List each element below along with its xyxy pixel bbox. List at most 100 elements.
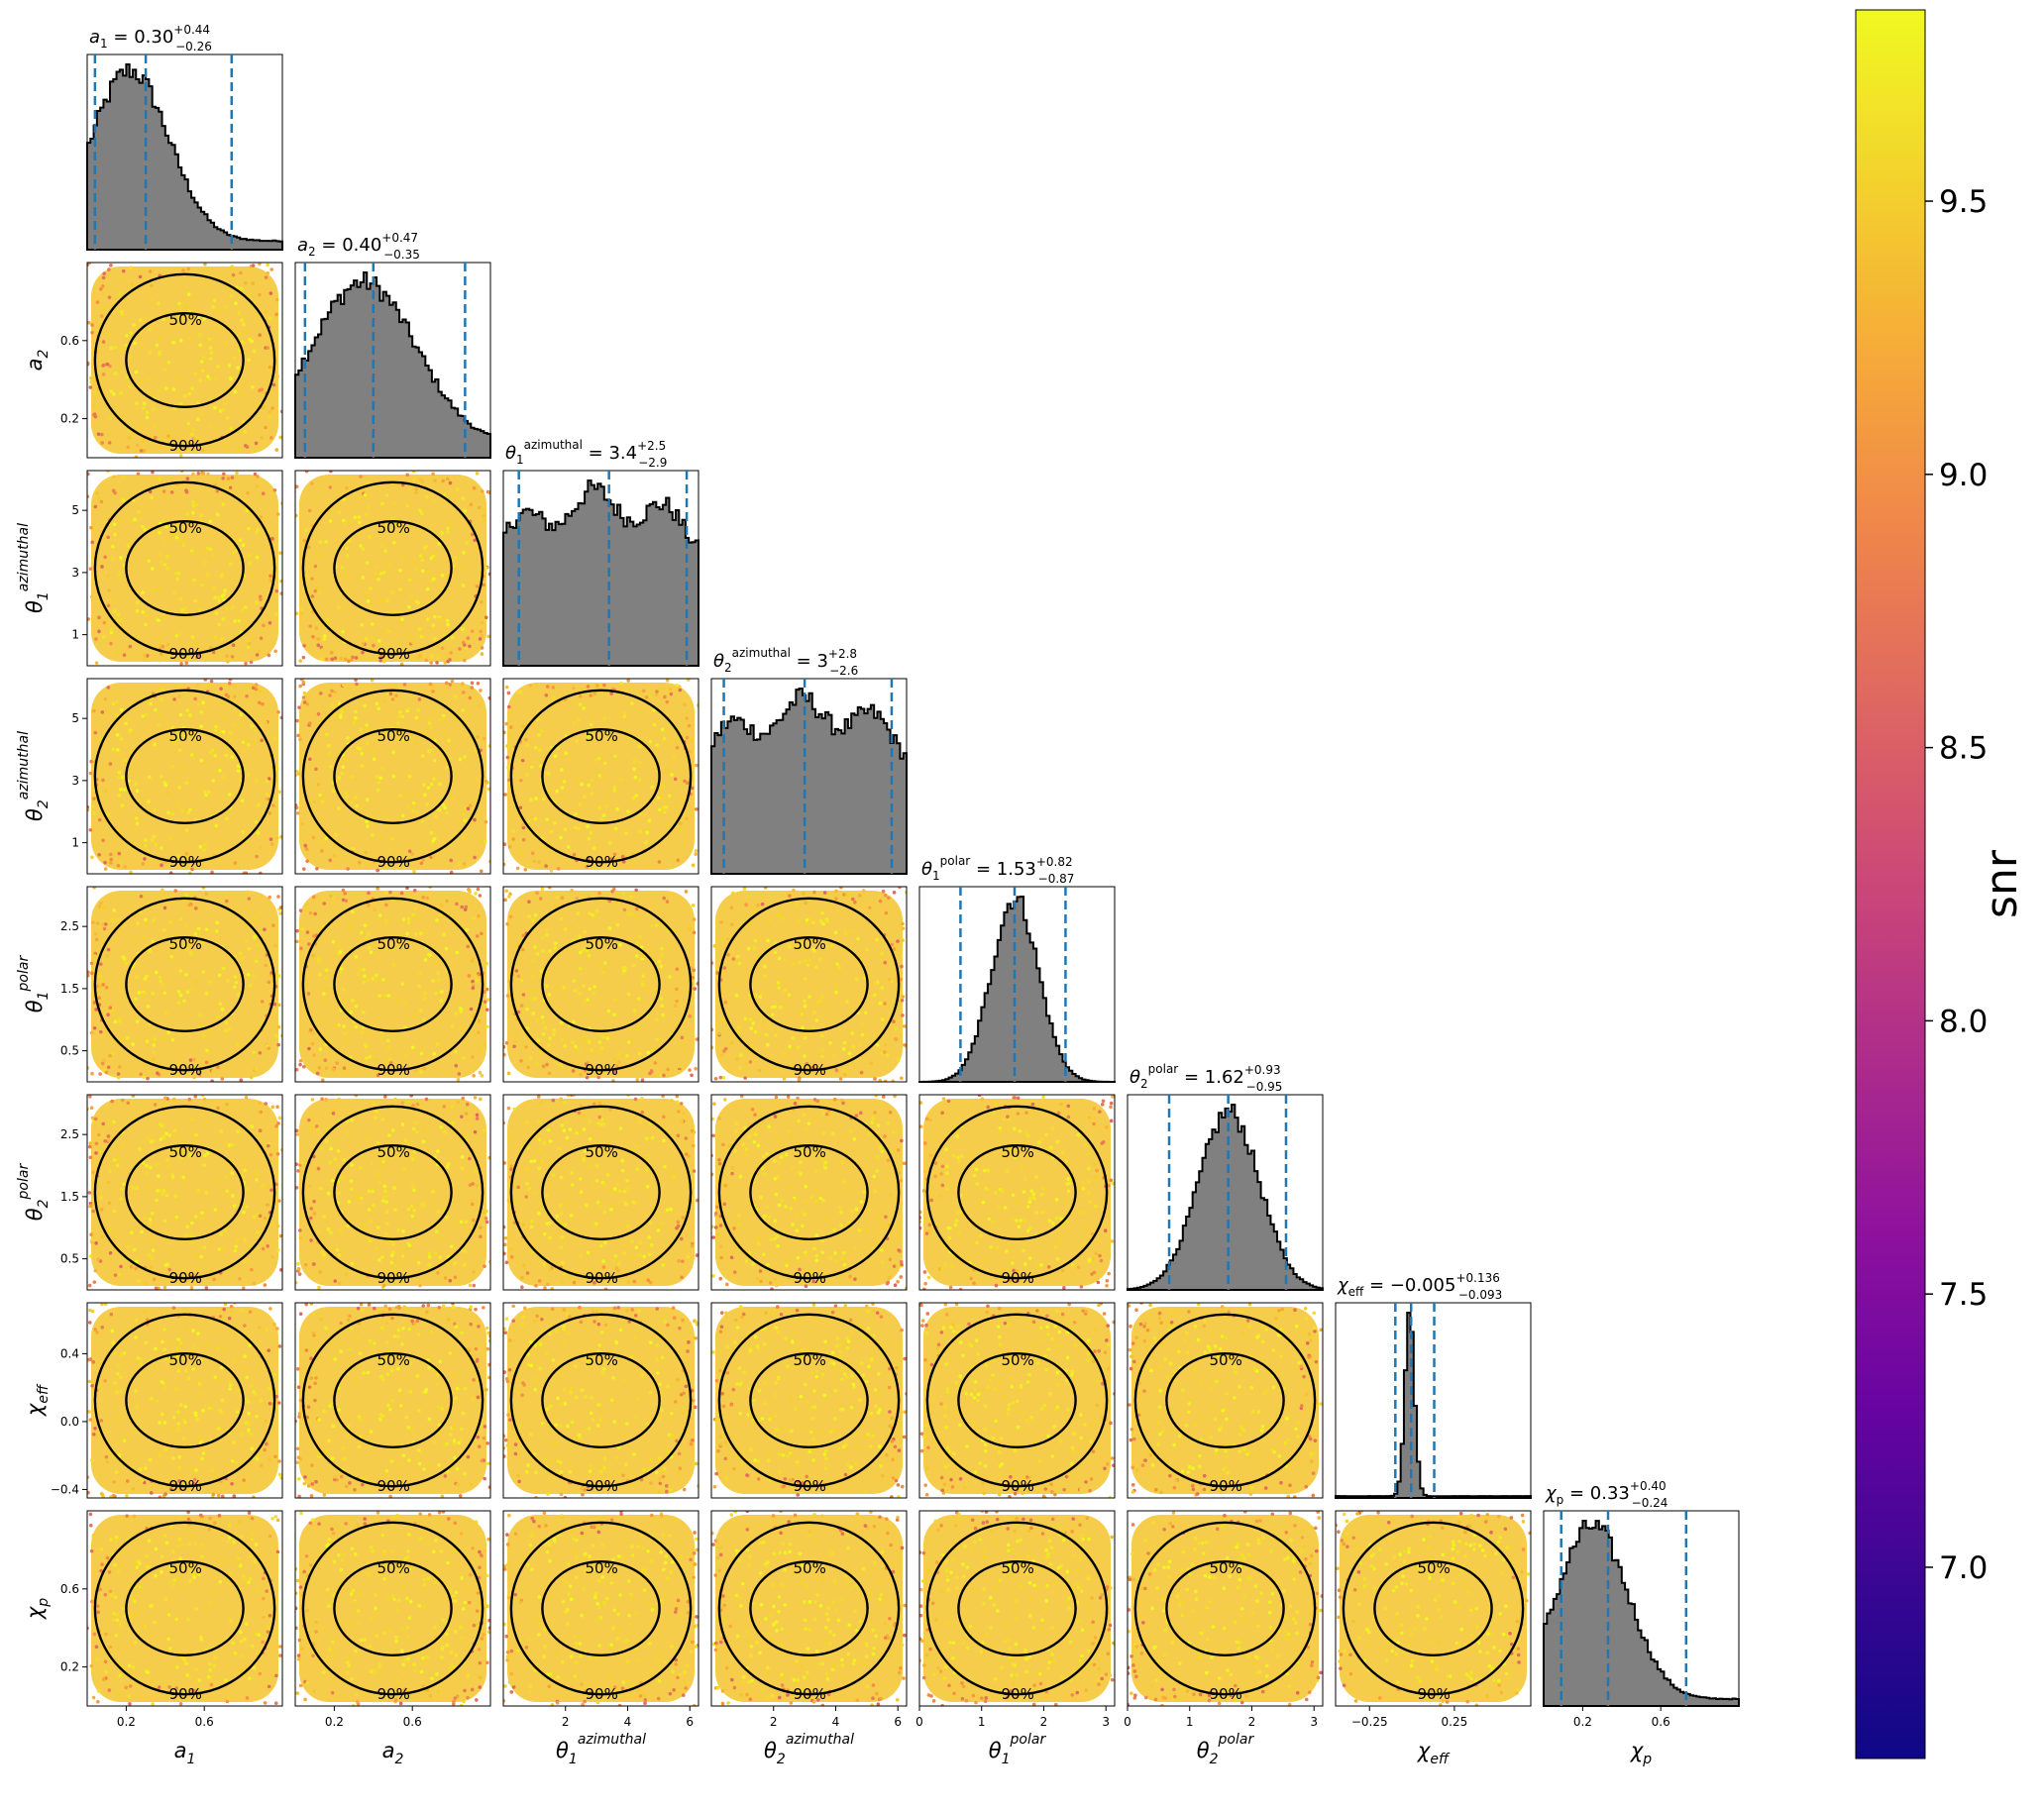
scatter-panel-a1-chi_eff: 90%50%	[86, 1301, 283, 1499]
contour-label-50: 50%	[169, 935, 202, 953]
contour-label-50: 50%	[1210, 1559, 1242, 1577]
scatter-panel-theta1_az-theta2_az: 90%50%	[502, 678, 700, 874]
ytick-label-a2-1: 0.6	[60, 334, 79, 348]
xtick-label-a2-1: 0.6	[403, 1715, 422, 1729]
xlabel-theta1_az: θ1azimuthal	[556, 1732, 646, 1767]
xtick-label-theta2_polar-2: 2	[1248, 1715, 1256, 1729]
histogram-theta1_az	[503, 480, 699, 666]
ytick-label-chi_p-0: 0.2	[60, 1660, 79, 1674]
contour-label-90: 90%	[1210, 1685, 1242, 1703]
xlabel-theta1_polar: θ1polar	[989, 1732, 1047, 1767]
contour-label-90: 90%	[377, 1269, 410, 1287]
scatter-panel-theta2_az-chi_p: 90% 50%	[710, 1509, 907, 1707]
scatter-panel-a2-theta1_az: 90% 50%	[294, 470, 491, 666]
histogram-chi_p	[1544, 1521, 1739, 1706]
contour-label-90: 90%	[1002, 1685, 1034, 1703]
xtick-label-theta2_az-2: 6	[894, 1715, 902, 1729]
contour-label-90: 90%	[1210, 1477, 1242, 1495]
scatter-panel-theta1_az-theta2_polar: 90% 50%	[501, 1093, 699, 1291]
colorbar-tick-label-2: 8.0	[1939, 1004, 1988, 1039]
contour-label-90: 90%	[586, 1061, 618, 1079]
hist-panel-a2: a2 = 0.40+0.47−0.35	[295, 231, 490, 458]
hist-title-chi_p: χp = 0.33+0.40−0.24	[1545, 1479, 1667, 1510]
contour-label-50: 50%	[169, 519, 202, 537]
hist-panel-theta2_az: θ2azimuthal = 3+2.8−2.6	[711, 646, 907, 874]
xtick-label-theta1_polar-2: 2	[1040, 1715, 1048, 1729]
ytick-label-chi_eff-1: 0.0	[60, 1415, 79, 1429]
xlabel-theta2_az: θ2azimuthal	[764, 1732, 854, 1767]
hist-panel-chi_eff: χeff = −0.005+0.136−0.093	[1336, 1271, 1531, 1498]
contour-label-50: 50%	[586, 935, 618, 953]
contour-label-50: 50%	[377, 1351, 410, 1369]
ytick-label-theta2_polar-0: 0.5	[60, 1252, 79, 1266]
contour-label-90: 90%	[586, 1269, 618, 1287]
scatter-panel-a1-theta1_polar: 90% 50%	[85, 886, 283, 1083]
contour-label-50: 50%	[794, 935, 826, 953]
xtick-label-chi_eff-1: 0.25	[1442, 1715, 1468, 1729]
ytick-label-theta2_polar-2: 2.5	[60, 1127, 79, 1141]
hist-title-a1: a1 = 0.30+0.44−0.26	[89, 23, 212, 53]
contour-label-90: 90%	[377, 1477, 410, 1495]
contour-label-90: 90%	[377, 645, 410, 663]
contour-label-50: 50%	[794, 1559, 826, 1577]
scatter-panel-theta2_az-chi_eff: 90% 50%	[711, 1302, 909, 1498]
xtick-label-theta2_polar-3: 3	[1310, 1715, 1318, 1729]
xtick-label-theta1_polar-1: 1	[978, 1715, 986, 1729]
ytick-label-theta2_az-2: 5	[71, 711, 79, 725]
xlabel-theta2_polar: θ2polar	[1197, 1732, 1255, 1767]
contour-label-90: 90%	[794, 1685, 826, 1703]
contour-label-50: 50%	[1002, 1143, 1034, 1161]
histogram-theta2_polar	[1128, 1105, 1323, 1290]
scatter-panel-theta1_az-theta1_polar: 90% 50%	[502, 886, 699, 1083]
histogram-a1	[87, 64, 282, 250]
contour-label-50: 50%	[1418, 1559, 1451, 1577]
ytick-label-theta1_polar-1: 1.5	[60, 982, 79, 996]
contour-label-50: 50%	[377, 1559, 410, 1577]
ytick-label-theta1_az-2: 5	[71, 503, 79, 517]
ylabel-theta1_az: θ1azimuthal	[16, 523, 52, 613]
xtick-label-theta1_az-1: 4	[624, 1715, 632, 1729]
ylabel-theta2_polar: θ2polar	[16, 1163, 52, 1222]
contour-label-90: 90%	[377, 853, 410, 871]
ytick-label-theta1_az-1: 3	[71, 566, 79, 580]
contour-label-90: 90%	[586, 1477, 618, 1495]
contour-label-90: 90%	[377, 1061, 410, 1079]
contour-label-50: 50%	[794, 1351, 826, 1369]
contour-label-90: 90%	[794, 1269, 826, 1287]
xtick-label-chi_p-0: 0.2	[1573, 1715, 1592, 1729]
contour-label-90: 90%	[169, 437, 202, 455]
scatter-panel-theta1_az-chi_eff: 90% 50%	[502, 1303, 700, 1500]
ytick-label-chi_p-1: 0.6	[60, 1582, 79, 1596]
xtick-label-theta2_polar-0: 0	[1124, 1715, 1131, 1729]
contour-label-50: 50%	[377, 519, 410, 537]
contour-label-90: 90%	[1002, 1477, 1034, 1495]
colorbar-tick-label-3: 8.5	[1939, 731, 1988, 767]
hist-panel-chi_p: χp = 0.33+0.40−0.24	[1544, 1479, 1739, 1706]
ytick-label-theta2_polar-1: 1.5	[60, 1190, 79, 1204]
scatter-panel-chi_eff-chi_p: 90%50%	[1334, 1509, 1532, 1707]
scatter-panel-a1-a2: 90%50%	[85, 262, 283, 459]
scatter-panel-a1-theta2_az: 90%50%	[86, 678, 284, 876]
scatter-panel-a1-chi_p: 90%50%	[85, 1511, 282, 1706]
contour-label-90: 90%	[169, 1477, 202, 1495]
colorbar-tick-label-1: 7.5	[1939, 1277, 1988, 1313]
contour-label-50: 50%	[586, 727, 618, 745]
contour-label-50: 50%	[1002, 1559, 1034, 1577]
ytick-label-theta1_az-0: 1	[71, 628, 79, 642]
contour-label-50: 50%	[586, 1351, 618, 1369]
scatter-panel-theta2_polar-chi_p: 90% 50%	[1126, 1510, 1324, 1707]
colorbar-tick-label-4: 9.0	[1939, 458, 1988, 493]
xtick-label-theta1_az-0: 2	[562, 1715, 570, 1729]
ytick-label-theta2_az-1: 3	[71, 774, 79, 788]
contour-label-50: 50%	[377, 1143, 410, 1161]
xtick-label-a2-0: 0.2	[325, 1715, 344, 1729]
ylabel-chi_eff: χeff	[23, 1383, 52, 1417]
contour-label-50: 50%	[586, 1143, 618, 1161]
contour-label-90: 90%	[169, 1061, 202, 1079]
scatter-panel-theta1_polar-theta2_polar: 90%50%	[917, 1093, 1115, 1291]
scatter-panel-a2-theta2_az: 90%50%	[293, 678, 491, 874]
scatter-panel-theta1_polar-chi_p: 90% 50%	[917, 1509, 1115, 1707]
contour-label-90: 90%	[794, 1477, 826, 1495]
